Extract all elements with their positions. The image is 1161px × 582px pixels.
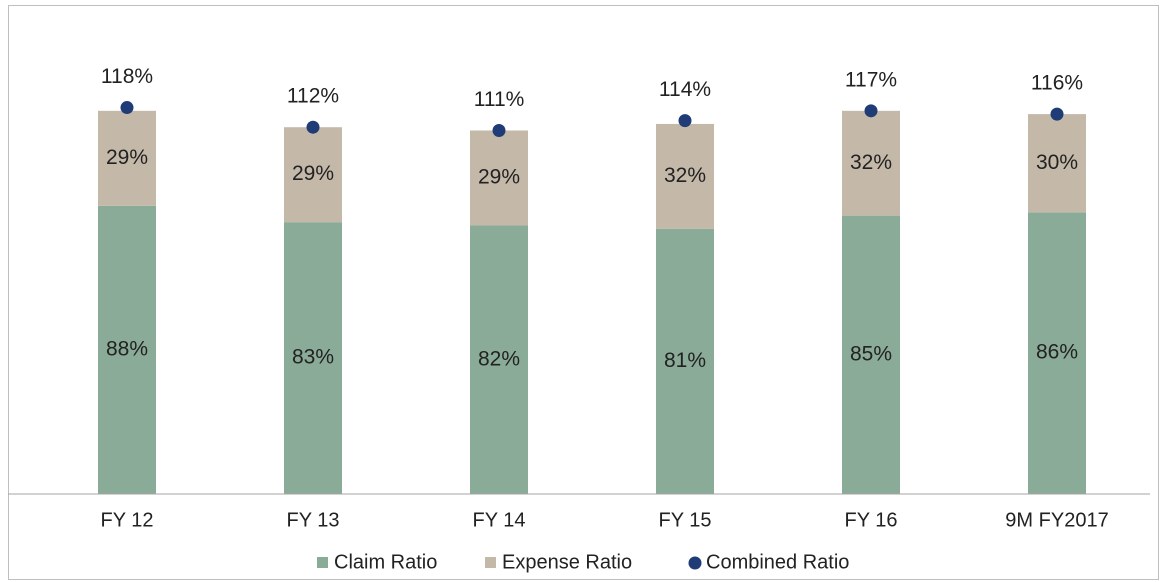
data-label: 116% xyxy=(1031,72,1083,95)
bar-segment xyxy=(98,110,156,206)
x-tick-label: FY 14 xyxy=(473,509,526,531)
data-label: 86% xyxy=(1036,341,1078,364)
legend-marker xyxy=(688,556,702,570)
data-label: 114% xyxy=(659,78,711,101)
legend-label: Expense Ratio xyxy=(502,551,632,573)
bar-segment xyxy=(656,123,714,229)
x-tick-label: 9M FY2017 xyxy=(1005,509,1108,531)
data-label: 32% xyxy=(850,151,892,174)
x-tick-label: FY 16 xyxy=(845,509,898,531)
x-tick-label: FY 12 xyxy=(101,509,154,531)
combined-dot xyxy=(492,123,506,137)
bar-segment xyxy=(470,225,528,494)
combined-dot xyxy=(864,104,878,118)
bar-segment xyxy=(656,228,714,494)
data-label: 81% xyxy=(664,349,706,372)
bar-segment xyxy=(284,127,342,223)
data-label: 117% xyxy=(845,68,897,91)
legend-label: Claim Ratio xyxy=(334,551,437,573)
data-label: 83% xyxy=(292,346,334,369)
x-tick-label: FY 13 xyxy=(287,509,340,531)
legend-label: Combined Ratio xyxy=(706,551,849,573)
bar-segment xyxy=(284,222,342,495)
combined-dot xyxy=(120,101,134,115)
chart-frame xyxy=(8,5,1159,580)
bar-segment xyxy=(1028,114,1086,213)
legend-marker xyxy=(317,557,328,568)
data-label: 30% xyxy=(1036,151,1078,174)
data-label: 29% xyxy=(478,166,520,189)
data-label: 85% xyxy=(850,342,892,365)
bar-segment xyxy=(1028,212,1086,494)
bar-segment xyxy=(842,110,900,216)
data-label: 82% xyxy=(478,347,520,370)
combined-dot xyxy=(678,114,692,128)
bar-segment xyxy=(842,215,900,494)
data-label: 29% xyxy=(292,162,334,185)
data-label: 112% xyxy=(287,85,339,108)
legend-marker xyxy=(485,557,496,568)
bar-segment xyxy=(470,130,528,226)
bar-segment xyxy=(98,205,156,495)
data-label: 111% xyxy=(474,88,525,111)
x-tick-label: FY 15 xyxy=(659,509,712,531)
data-label: 29% xyxy=(106,146,148,169)
data-label: 118% xyxy=(101,65,153,88)
combined-dot xyxy=(1050,107,1064,121)
data-label: 32% xyxy=(664,164,706,187)
data-label: 88% xyxy=(106,337,148,360)
combined-dot xyxy=(306,120,320,134)
